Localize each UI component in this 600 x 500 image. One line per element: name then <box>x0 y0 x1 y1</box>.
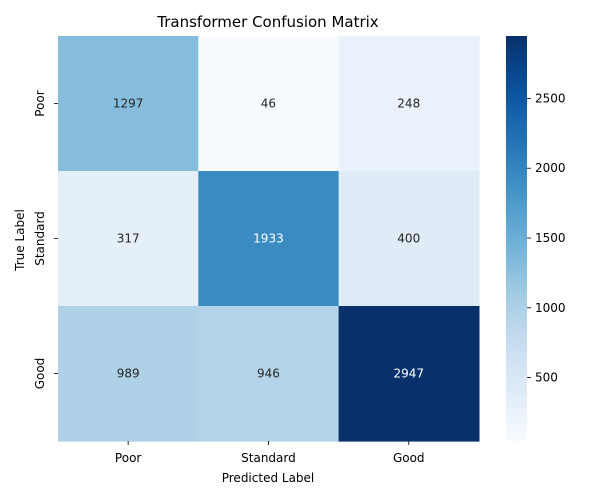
y-tick-label: Poor <box>33 90 47 116</box>
y-tick-label: Standard <box>33 211 47 266</box>
heatmap-cell <box>198 306 340 442</box>
colorbar-tick-label: 500 <box>535 371 558 385</box>
heatmap-cell <box>338 36 480 172</box>
cell-value-label: 1297 <box>113 97 144 111</box>
x-axis-label: Predicted Label <box>222 471 315 485</box>
colorbar-ticks: 500 1000 1500 2000 2500 <box>527 91 566 385</box>
x-tick-label: Standard <box>241 451 296 465</box>
y-axis-ticks: Poor Standard Good <box>33 90 58 389</box>
cell-value-label: 317 <box>117 232 140 246</box>
heatmap-cell <box>198 36 340 172</box>
x-tick-label: Poor <box>115 451 141 465</box>
x-tick-label: Good <box>393 451 425 465</box>
cell-value-label: 2947 <box>393 367 424 381</box>
colorbar-tick-label: 2500 <box>535 91 566 105</box>
cell-value-label: 989 <box>117 367 140 381</box>
heatmap-cell <box>338 171 480 307</box>
colorbar <box>506 36 527 441</box>
heatmap-cells <box>58 36 480 442</box>
heatmap-cell <box>58 306 199 442</box>
heatmap-cell <box>198 171 340 307</box>
x-axis-ticks: Poor Standard Good <box>115 441 425 465</box>
cell-value-label: 248 <box>397 97 420 111</box>
y-axis-label: True Label <box>13 209 27 272</box>
heatmap-cell <box>338 306 480 442</box>
cell-value-label: 1933 <box>253 232 284 246</box>
colorbar-tick-label: 2000 <box>535 161 566 175</box>
heatmap-cell <box>58 171 199 307</box>
chart-title: Transformer Confusion Matrix <box>156 13 379 31</box>
cell-value-label: 946 <box>257 367 280 381</box>
colorbar-tick-label: 1500 <box>535 231 566 245</box>
cell-value-label: 46 <box>261 97 276 111</box>
cell-value-label: 400 <box>397 232 420 246</box>
heatmap-cell-labels: 1297 46 248 317 1933 400 989 946 2947 <box>113 97 424 381</box>
y-tick-label: Good <box>33 358 47 390</box>
colorbar-tick-label: 1000 <box>535 301 566 315</box>
heatmap-cell <box>58 36 199 172</box>
